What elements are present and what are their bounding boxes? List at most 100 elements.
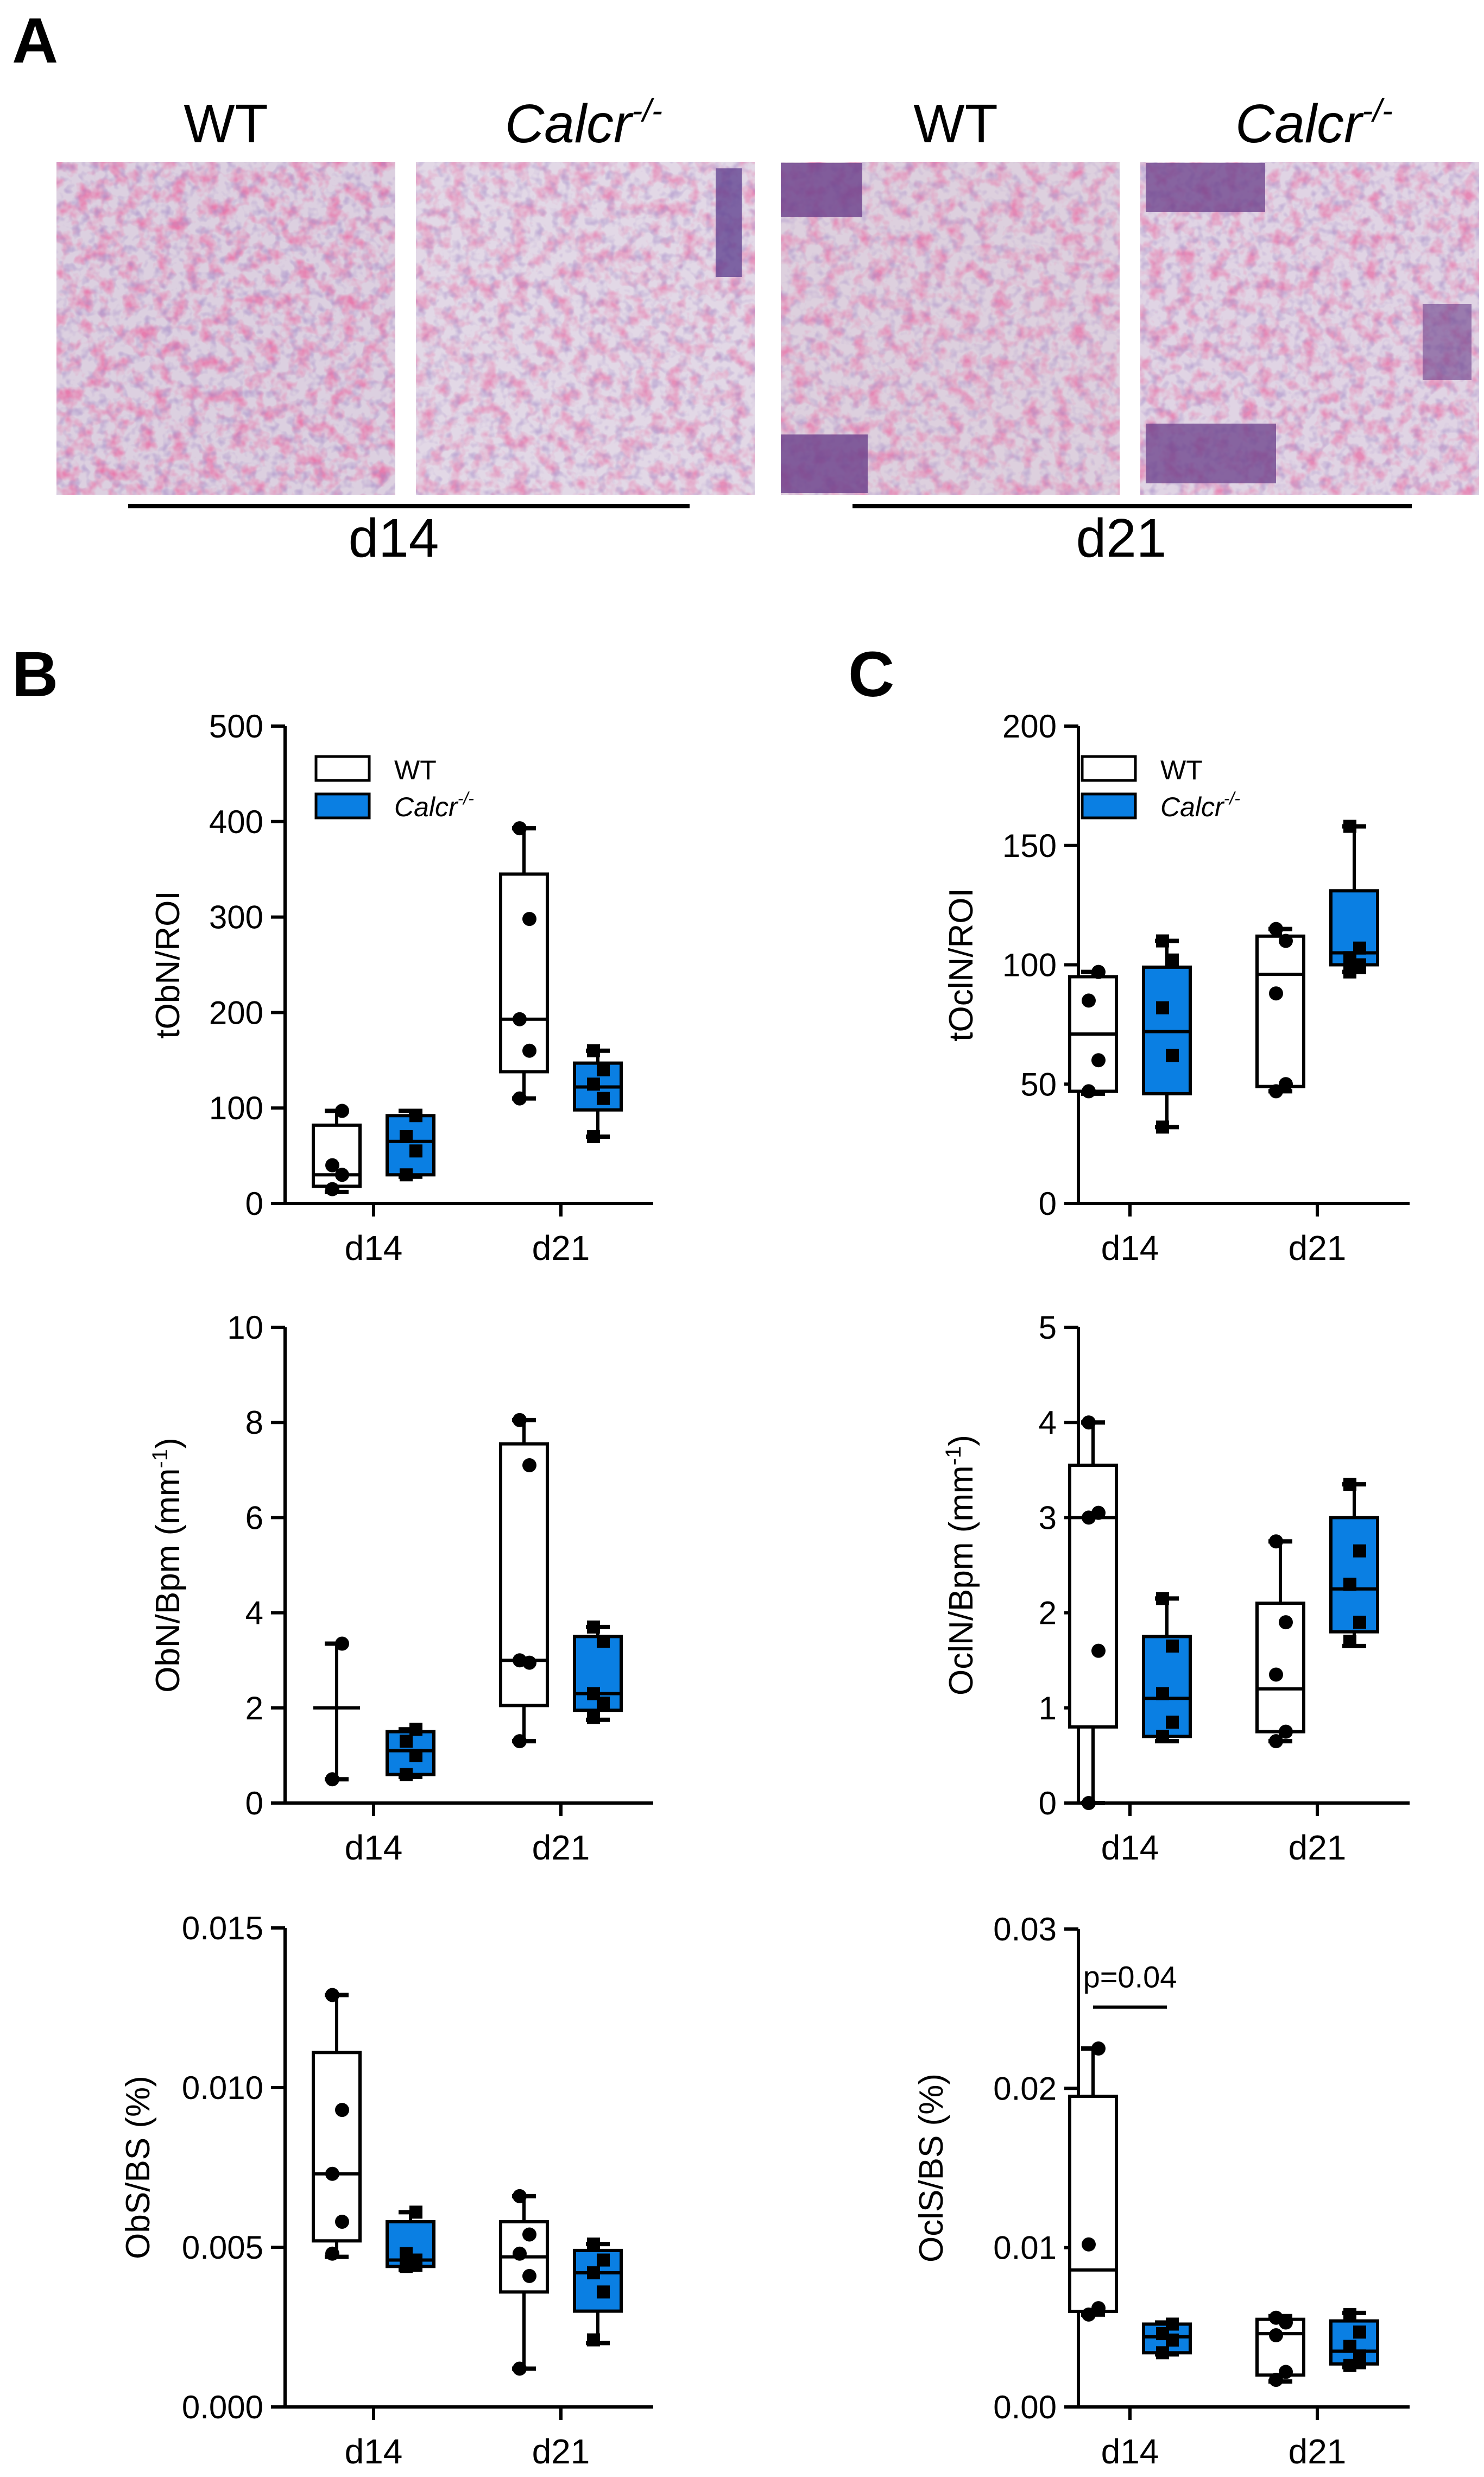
x-tick-label: d21 [532, 1228, 590, 1268]
ko-box-d14 [1142, 1592, 1192, 1744]
data-point [335, 1168, 349, 1182]
data-point [1082, 1084, 1096, 1099]
data-point [1353, 941, 1366, 955]
x-tick-label: d14 [1101, 2432, 1159, 2471]
x-tick-label: d21 [1289, 1228, 1347, 1268]
y-tick-label: 0 [245, 1186, 263, 1222]
data-point [1156, 1592, 1169, 1605]
data-point [325, 1182, 339, 1196]
data-point [1353, 2325, 1366, 2339]
legend-label-wt: WT [1160, 755, 1203, 785]
ko-box-d14 [386, 1723, 435, 1781]
y-tick-label: 0 [1039, 1186, 1057, 1222]
data-point [513, 821, 527, 836]
panel-b-letter: B [12, 639, 58, 710]
y-tick-label: 4 [1039, 1404, 1057, 1441]
y-tick-label: 200 [1002, 708, 1057, 745]
wt-box-d21 [1255, 922, 1305, 1099]
wt-box-d14 [1068, 1415, 1118, 1810]
data-point [409, 1109, 422, 1123]
data-point [1166, 953, 1179, 967]
x-tick-label: d21 [1289, 1828, 1347, 1867]
histology-image-ko-d14 [416, 162, 755, 495]
data-point [1166, 1049, 1179, 1062]
x-tick-label: d14 [345, 1828, 403, 1867]
y-axis-label: ObN/Bpm (mm-1) [148, 1438, 187, 1693]
data-point [587, 2238, 600, 2251]
box-iqr [1068, 2095, 1118, 2313]
data-point [513, 2361, 527, 2376]
box-iqr [312, 2051, 362, 2243]
wt-box-d21 [499, 1413, 549, 1749]
y-tick-label: 0.02 [993, 2070, 1057, 2107]
y-axis-label: tObN/ROI [149, 891, 187, 1038]
legend-swatch-wt [314, 755, 371, 782]
legend-b: WT Calcr-/- [314, 755, 474, 822]
data-point [1269, 1534, 1283, 1549]
data-point [513, 1734, 527, 1749]
chart-obs-bs: 0.000 0.005 0.010 0.015 ObS/BS (%) d14 d21 [119, 1910, 653, 2471]
data-point [400, 1168, 413, 1182]
data-point [587, 1130, 600, 1143]
y-tick-label: 6 [245, 1499, 263, 1536]
y-tick-label: 3 [1039, 1499, 1057, 1536]
data-point [522, 1458, 536, 1473]
data-point [409, 1749, 422, 1762]
panel-a-letter: A [12, 5, 58, 77]
legend-label-ko: Calcr-/- [1160, 789, 1240, 822]
legend-label-ko: Calcr-/- [394, 789, 474, 822]
data-point [1091, 965, 1106, 979]
y-tick-label: 500 [209, 708, 263, 745]
data-point [1269, 986, 1283, 1001]
ko-box-d14 [1142, 2317, 1192, 2360]
data-point [400, 1735, 413, 1748]
y-axis-label: OclN/Bpm (mm-1) [942, 1435, 980, 1696]
y-tick-label: 0.01 [993, 2230, 1057, 2266]
y-tick-label: 2 [1039, 1595, 1057, 1631]
data-point [597, 2253, 610, 2267]
y-tick-label: 4 [245, 1595, 263, 1631]
x-tick-label: d14 [345, 1228, 403, 1268]
data-point [587, 1711, 600, 1724]
data-point [1082, 1415, 1096, 1430]
data-point [1269, 2328, 1283, 2342]
data-point [1279, 2365, 1293, 2379]
data-point [587, 2333, 600, 2347]
data-point [1082, 993, 1096, 1008]
data-point [335, 1636, 349, 1651]
data-point [587, 2266, 600, 2280]
ko-box-d21 [1329, 820, 1379, 979]
data-point [522, 2227, 536, 2242]
data-point [1082, 1796, 1096, 1810]
data-point [597, 1092, 610, 1105]
ko-box-d14 [1142, 934, 1192, 1134]
y-tick-label: 2 [245, 1690, 263, 1726]
data-point [597, 1063, 610, 1076]
ko-box-d14 [386, 2205, 435, 2273]
y-tick-label: 0.015 [182, 1910, 263, 1946]
data-point [1269, 1734, 1283, 1749]
data-point [335, 1104, 349, 1118]
wt-box-d21 [1255, 2310, 1305, 2387]
chart-tocln-roi: 0 50 100 150 200 tOclN/ROI d14 d21 [943, 708, 1410, 1268]
data-point [1091, 2041, 1106, 2056]
data-point [400, 2247, 413, 2260]
wt-box-d14 [1068, 965, 1118, 1099]
data-point [513, 2189, 527, 2203]
y-tick-label: 0.005 [182, 2229, 263, 2266]
y-axis-label: OclS/BS (%) [913, 2073, 950, 2262]
data-point [1156, 934, 1169, 948]
data-point [1343, 820, 1356, 833]
data-point [1091, 1505, 1106, 1520]
data-point [325, 2246, 339, 2261]
y-tick-label: 1 [1039, 1690, 1057, 1726]
data-point [1279, 934, 1293, 948]
histology-image-wt-d14 [56, 162, 395, 495]
data-point [400, 1130, 413, 1143]
data-point [513, 2246, 527, 2261]
y-tick-label: 0.010 [182, 2070, 263, 2106]
data-point [1091, 2301, 1106, 2316]
y-tick-label: 300 [209, 899, 263, 936]
data-point [597, 1635, 610, 1648]
data-point [1156, 1120, 1169, 1134]
